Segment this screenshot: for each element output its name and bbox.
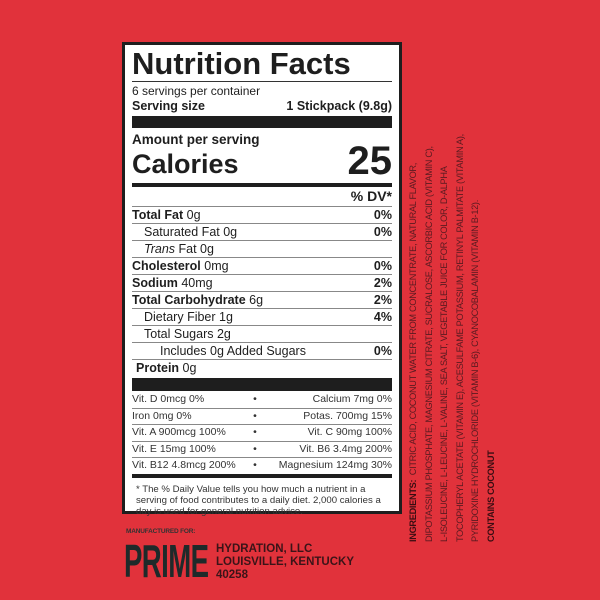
nutrient-row: Total Carbohydrate 6g 2% <box>132 293 392 309</box>
vitamin-row: Iron 0mg 0% • Potas. 700mg 15% <box>132 409 392 425</box>
vitamin-row: Vit. E 15mg 100% • Vit. B6 3.4mg 200% <box>132 442 392 458</box>
allergen-statement: CONTAINS COCONUT <box>485 450 496 543</box>
vitamin-row: Vit. D 0mcg 0% • Calcium 7mg 0% <box>132 392 392 409</box>
ingredients-list: INGREDIENTS: CITRIC ACID, COCONUT WATER … <box>406 44 506 542</box>
nutrient-row: Total Sugars 2g <box>132 326 392 343</box>
nutrient-row: Cholesterol 0mg 0% <box>132 259 392 275</box>
nutrient-row: Dietary Fiber 1g 4% <box>132 309 392 326</box>
nutrient-row: Saturated Fat 0g 0% <box>132 224 392 241</box>
serving-size-value: 1 Stickpack (9.8g) <box>286 99 392 113</box>
dv-header: % DV* <box>132 187 392 207</box>
prime-logo: PRIME <box>124 535 209 587</box>
serving-size-label: Serving size <box>132 99 205 113</box>
nutrition-facts-panel: Nutrition Facts 6 servings per container… <box>122 42 402 517</box>
calories-row: Calories 25 <box>132 141 392 181</box>
panel-title: Nutrition Facts <box>132 46 351 81</box>
nutrient-row: Trans Fat 0g <box>132 241 392 258</box>
manufactured-for-label: MANUFACTURED FOR: <box>126 528 196 535</box>
calories-value: 25 <box>347 139 393 183</box>
manufacturer-address: HYDRATION, LLC LOUISVILLE, KENTUCKY 4025… <box>216 543 355 581</box>
nutrient-row: Total Fat 0g 0% <box>132 208 392 224</box>
servings-per-container: 6 servings per container <box>132 84 261 98</box>
footnote: * The % Daily Value tells you how much a… <box>136 483 381 517</box>
serving-size-row: Serving size 1 Stickpack (9.8g) <box>132 99 392 114</box>
ingredients-label: INGREDIENTS: <box>408 479 418 542</box>
vitamin-row: Vit. B12 4.8mcg 200% • Magnesium 124mg 30% <box>132 459 392 471</box>
nutrient-row: Includes 0g Added Sugars 0% <box>132 343 392 360</box>
nutrient-row: Protein 0g <box>136 361 197 375</box>
vitamin-row: Vit. A 900mcg 100% • Vit. C 90mg 100% <box>132 425 392 442</box>
amount-per-serving: Amount per serving <box>132 132 260 147</box>
nutrient-row: Sodium 40mg 2% <box>132 276 392 292</box>
calories-label: Calories <box>132 149 239 179</box>
